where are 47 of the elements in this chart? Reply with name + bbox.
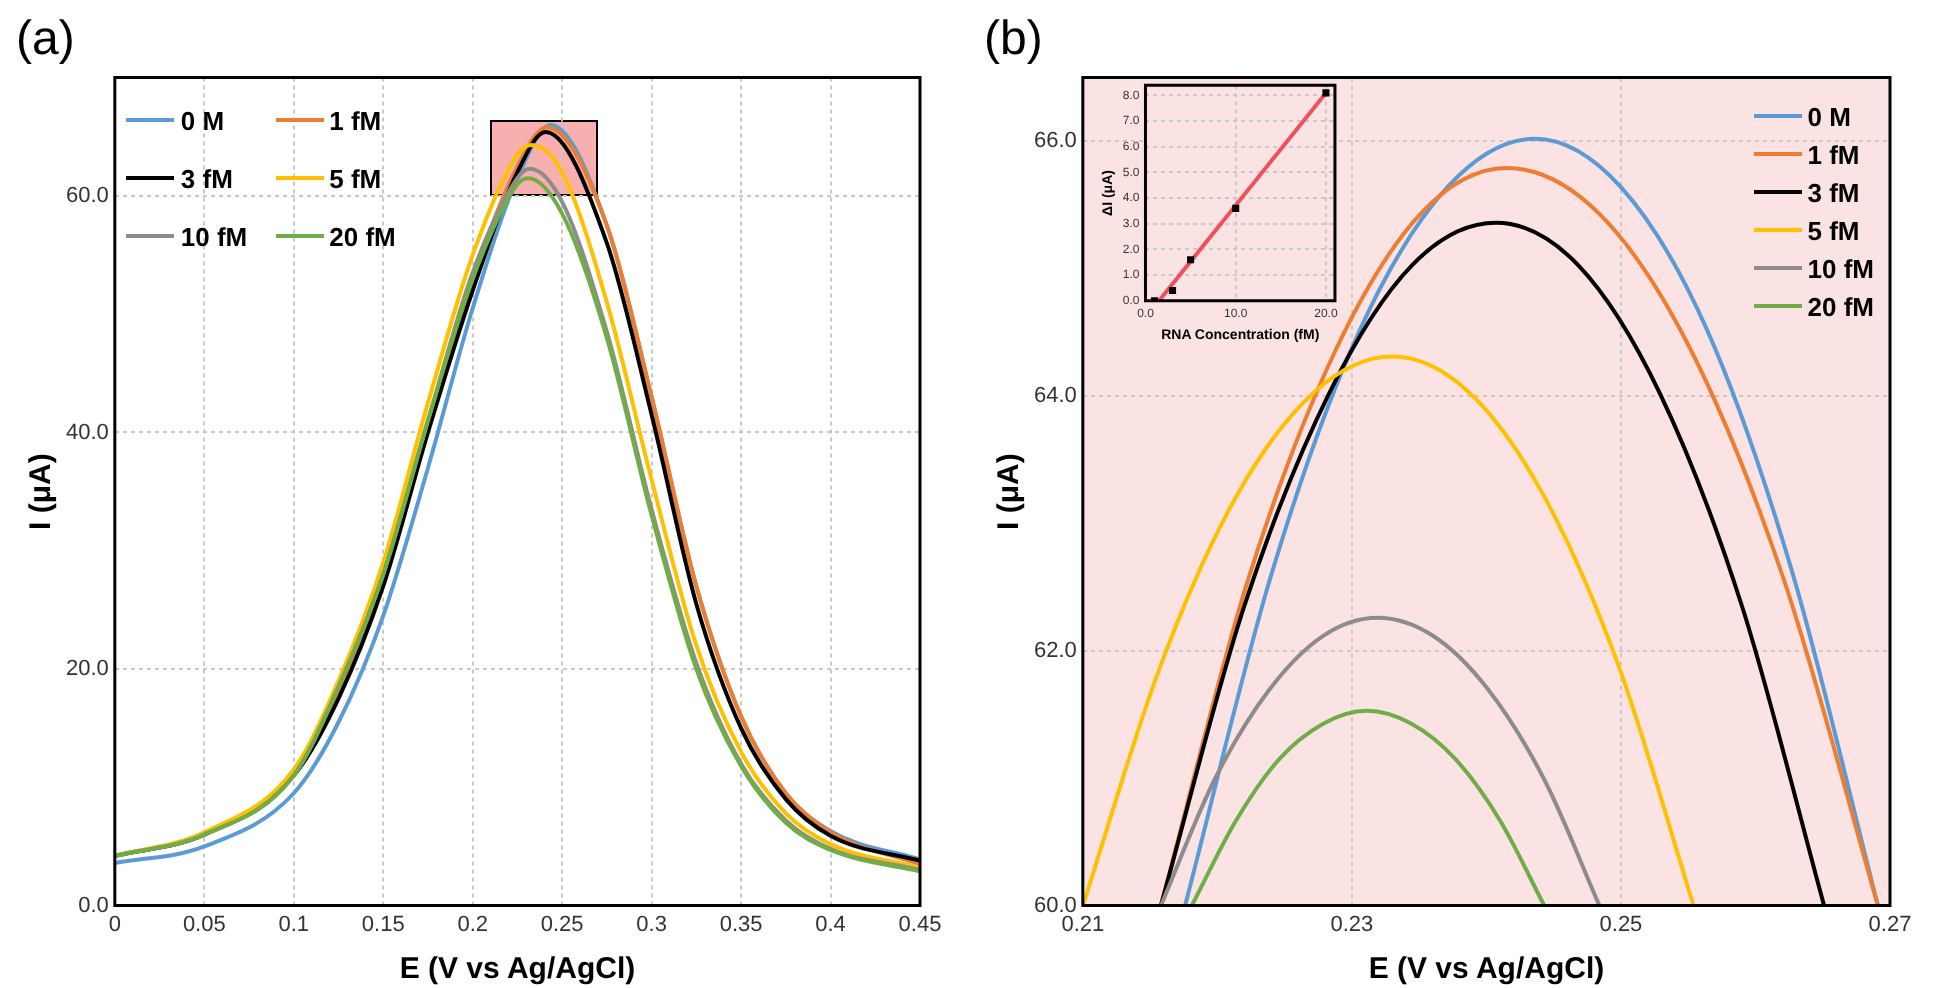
x-tick-label: 0	[108, 912, 121, 937]
chart-title: (b)	[984, 12, 1043, 67]
x-tick-label: 0.4	[815, 912, 846, 937]
x-tick-label: 0.25	[540, 912, 584, 937]
y-axis-title: I (μA)	[24, 453, 59, 530]
x-tick-label: 0.35	[719, 912, 763, 937]
legend-label: 20 fM	[1807, 291, 1874, 322]
point	[1169, 287, 1177, 295]
chart-title: (a)	[16, 12, 75, 67]
x-tick-label: 0.25	[1599, 912, 1643, 937]
legend-label: 20 fM	[329, 221, 396, 252]
legend-label: 10 fM	[180, 221, 248, 252]
legend-label: 5 fM	[329, 163, 382, 194]
x-axis-title: E (V vs Ag/AgCl)	[1368, 952, 1605, 987]
y-tick-label: 66.0	[1033, 129, 1077, 154]
x-tick-label: 0.23	[1330, 912, 1374, 937]
x-tick-label: 0.05	[182, 912, 226, 937]
x-tick-label: 0.2	[457, 912, 488, 937]
y-tick-label: 20.0	[65, 657, 109, 682]
x-tick-label: 0.21	[1061, 912, 1105, 937]
x-tick-label: 0.27	[1868, 912, 1912, 937]
y-tick-label: 60.0	[1033, 893, 1077, 918]
line-series	[1189, 708, 1547, 906]
y-axis-title: I (μA)	[992, 453, 1027, 530]
x-tick-label: 0.45	[898, 912, 942, 937]
x-tick-label: 0.15	[361, 912, 405, 937]
legend-label: 10 fM	[1807, 253, 1874, 284]
y-tick-label: 62.0	[1033, 638, 1077, 663]
legend-label: 3 fM	[180, 163, 233, 194]
x-tick-label: 0.3	[636, 912, 667, 937]
legend-label: 3 fM	[1807, 177, 1860, 208]
y-tick-label: 40.0	[65, 420, 109, 445]
legend-label: 0 M	[180, 105, 225, 136]
legend-label: 1 fM	[329, 105, 382, 136]
x-tick-label: 0.1	[278, 912, 310, 937]
point	[1322, 89, 1330, 97]
y-tick-label: 64.0	[1033, 384, 1077, 409]
y-tick-label: 0.0	[78, 893, 109, 918]
x-axis-title: E (V vs Ag/AgCl)	[399, 952, 636, 987]
legend-label: 0 M	[1807, 101, 1851, 132]
legend-label: 5 fM	[1807, 215, 1860, 246]
point	[1187, 256, 1195, 264]
line-series	[1082, 354, 1696, 906]
line-series	[1158, 615, 1602, 906]
legend-label: 1 fM	[1807, 139, 1860, 170]
point	[1232, 204, 1240, 212]
y-tick-label: 60.0	[65, 183, 109, 208]
